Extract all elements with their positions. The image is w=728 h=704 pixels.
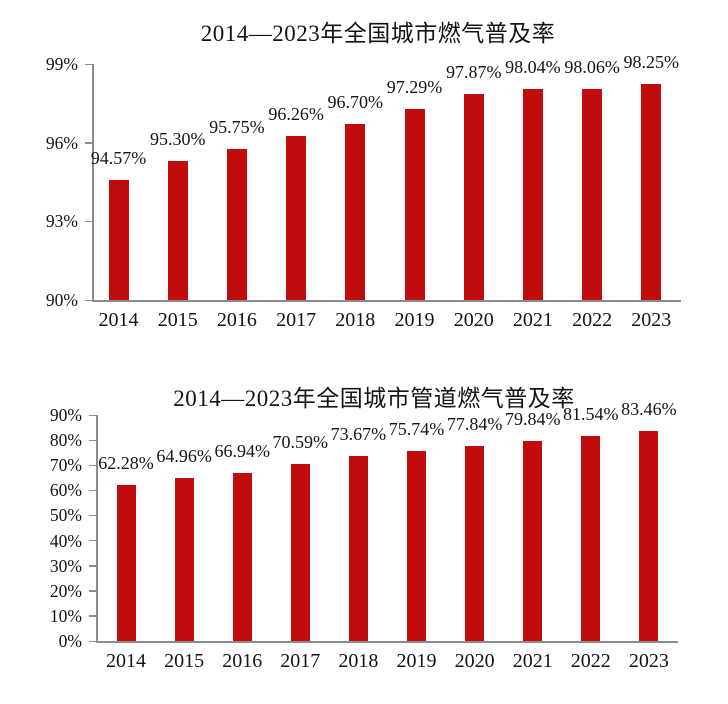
x-axis-label: 2021 <box>512 309 553 331</box>
y-axis-line <box>96 415 98 642</box>
y-axis-tick <box>89 565 96 567</box>
y-axis-tick-label: 0% <box>58 631 82 651</box>
bar <box>286 135 307 300</box>
bar <box>226 149 247 300</box>
y-axis-tick <box>85 63 92 65</box>
x-axis-line <box>92 300 681 302</box>
data-label: 83.46% <box>621 399 677 420</box>
bar <box>639 431 659 641</box>
data-label: 62.28% <box>98 452 154 473</box>
x-axis-label: 2022 <box>570 650 611 672</box>
y-axis-tick <box>89 590 96 592</box>
plot-area: 90% 93% 96% 99% 94.57% 2014 95.30% 2015 95.75% 20… <box>45 51 681 331</box>
chart-title: 2014—2023年全国城市燃气普及率 <box>200 21 556 46</box>
x-axis-label: 2015 <box>157 309 198 331</box>
x-axis-label: 2020 <box>454 650 495 672</box>
y-axis-tick <box>89 414 96 416</box>
x-axis-label: 2022 <box>572 309 613 331</box>
data-label: 75.74% <box>388 418 445 439</box>
data-label: 77.84% <box>446 413 503 434</box>
x-axis-label: 2023 <box>628 650 669 672</box>
y-axis-tick <box>89 489 96 492</box>
bar <box>174 477 194 641</box>
y-axis-tick <box>85 142 92 144</box>
bar <box>108 180 129 300</box>
bar <box>232 472 252 641</box>
y-axis-tick-label: 30% <box>49 555 82 576</box>
x-axis-label: 2018 <box>338 650 379 672</box>
y-axis-tick-label: 96% <box>45 132 78 153</box>
y-axis-line <box>92 64 94 301</box>
x-axis-line <box>96 641 678 643</box>
bar <box>522 89 543 300</box>
data-label: 64.96% <box>156 445 212 466</box>
data-label: 97.29% <box>386 76 443 97</box>
y-axis-tick <box>89 439 96 441</box>
y-axis-tick-label: 90% <box>45 290 78 310</box>
y-axis-tick-label: 60% <box>49 480 82 501</box>
data-label: 98.04% <box>505 57 561 78</box>
bar <box>348 456 368 641</box>
x-axis-label: 2020 <box>453 309 494 331</box>
bar <box>465 445 485 641</box>
data-label: 95.30% <box>149 129 206 150</box>
y-axis-tick-label: 93% <box>45 211 78 232</box>
x-axis-label: 2018 <box>335 309 376 331</box>
bar <box>582 88 603 300</box>
chart-title: 2014—2023年全国城市管道燃气普及率 <box>173 386 575 411</box>
x-axis-label: 2016 <box>222 650 263 672</box>
data-label: 96.70% <box>327 92 384 113</box>
bar <box>345 124 366 300</box>
bar <box>407 450 426 641</box>
chart-city-gas-penetration: 2014—2023年全国城市燃气普及率 90% 93% 96% 99% 94.57% 20… <box>45 21 681 331</box>
data-label: 94.57% <box>90 148 147 169</box>
y-axis-tick <box>85 220 92 223</box>
data-label: 79.84% <box>504 408 561 429</box>
y-axis-tick <box>89 640 96 642</box>
y-axis-tick-label: 90% <box>49 405 82 425</box>
y-axis-tick-label: 99% <box>45 54 78 74</box>
chart-piped-gas-penetration: 2014—2023年全国城市管道燃气普及率 0% 10% 20% 30% 40% 50% 6… <box>0 352 728 704</box>
y-axis-tick-label: 40% <box>49 530 82 551</box>
bar <box>404 108 425 300</box>
x-axis-label: 2014 <box>106 650 146 672</box>
y-axis-tick <box>89 514 96 517</box>
data-label: 97.87% <box>445 61 502 82</box>
bar <box>167 161 188 300</box>
bar <box>463 93 484 300</box>
plot-area: 0% 10% 20% 30% 40% 50% 60% 70% 80% 90% 62.28% 2014 6… <box>0 352 728 704</box>
y-axis-tick <box>89 464 96 467</box>
y-axis-tick-label: 80% <box>49 430 82 451</box>
y-axis-tick <box>89 615 96 617</box>
x-axis-label: 2023 <box>631 309 672 331</box>
bar <box>641 83 662 300</box>
data-label: 95.75% <box>209 117 265 138</box>
x-axis-label: 2015 <box>164 650 205 672</box>
data-label: 66.94% <box>214 440 270 461</box>
y-axis-tick-label: 20% <box>49 580 82 601</box>
data-label: 81.54% <box>563 404 619 425</box>
y-axis-tick-label: 70% <box>49 455 82 476</box>
data-label: 98.06% <box>564 56 620 77</box>
x-axis-label: 2017 <box>280 650 321 672</box>
bar <box>581 436 601 641</box>
y-axis-tick-label: 50% <box>49 505 82 526</box>
x-axis-label: 2021 <box>512 650 553 672</box>
bar <box>116 484 136 641</box>
data-label: 96.26% <box>268 103 324 124</box>
x-axis-label: 2019 <box>396 650 437 672</box>
data-label: 98.25% <box>623 51 680 72</box>
data-label: 70.59% <box>272 431 329 452</box>
bar <box>290 463 310 641</box>
y-axis-tick <box>89 540 96 542</box>
y-axis-tick-label: 10% <box>49 605 82 626</box>
x-axis-label: 2017 <box>276 309 317 331</box>
x-axis-label: 2016 <box>216 309 257 331</box>
x-axis-label: 2014 <box>98 309 139 331</box>
x-axis-label: 2019 <box>394 309 435 331</box>
y-axis-tick <box>85 299 92 301</box>
data-label: 73.67% <box>330 424 387 444</box>
bar <box>523 440 543 641</box>
